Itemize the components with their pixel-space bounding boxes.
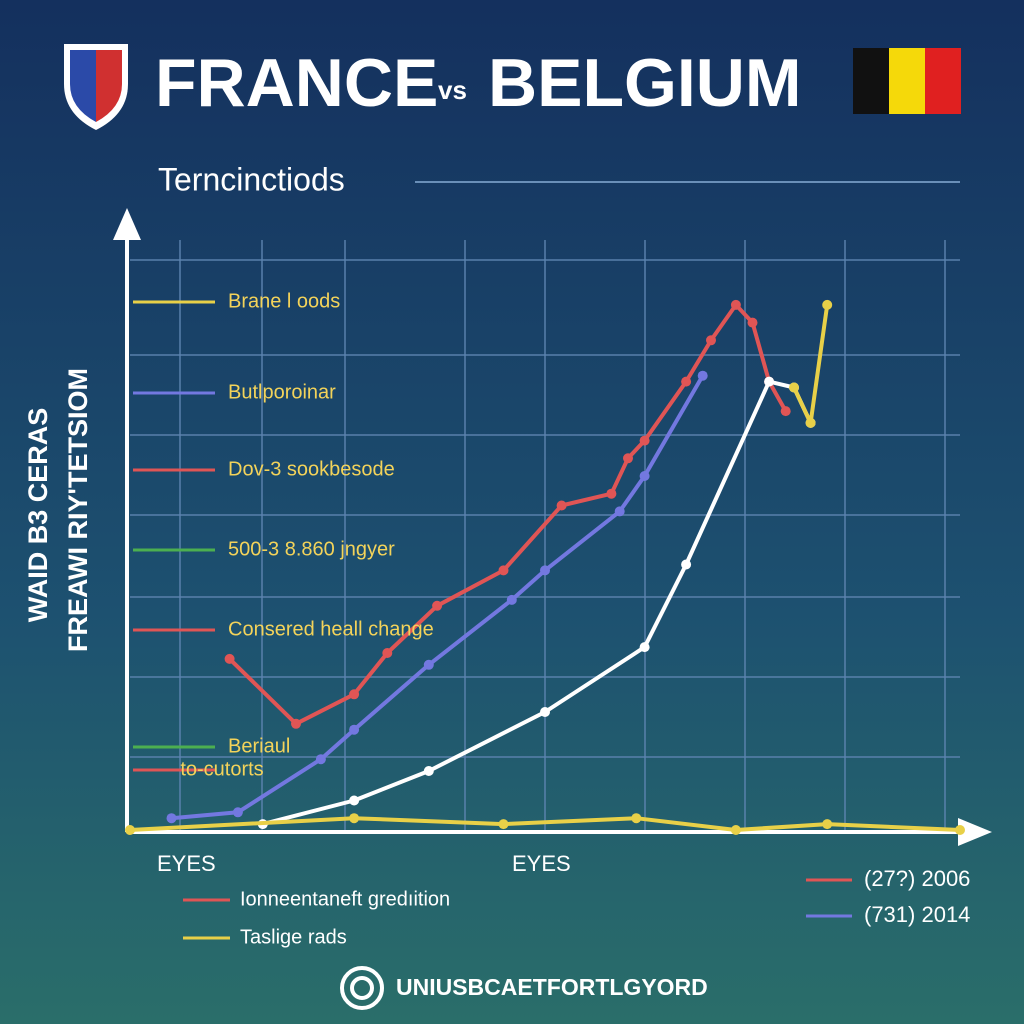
logo: [64, 44, 128, 130]
legend-label: Taslige rads: [240, 926, 347, 948]
data-point: [315, 754, 326, 765]
data-point: [639, 642, 650, 653]
data-point: [822, 299, 833, 310]
data-point: [822, 819, 833, 830]
data-point: [681, 559, 692, 570]
data-point: [805, 417, 816, 428]
data-point: [631, 813, 642, 824]
title-left: FRANCE: [155, 45, 438, 121]
data-point: [232, 807, 243, 818]
data-point: [125, 825, 135, 835]
x-label: EYES: [512, 851, 571, 876]
data-point: [955, 825, 965, 835]
legend-label: Ionneentaneft gredıition: [240, 888, 450, 910]
x-label: EYES: [157, 851, 216, 876]
subtitle: Terncinctiods: [158, 161, 345, 197]
data-point: [780, 406, 791, 417]
data-point: [224, 653, 235, 664]
data-point: [681, 376, 692, 387]
data-point: [706, 335, 716, 346]
footer: UNIUSBCAETFORTLGYORD: [396, 974, 708, 1000]
data-point: [423, 766, 434, 776]
data-point: [789, 382, 799, 393]
data-point: [291, 718, 301, 729]
data-point: [556, 500, 567, 511]
data-point: [623, 453, 633, 464]
annotation: Brane l oods: [228, 290, 340, 312]
data-point: [747, 317, 758, 328]
annotation: Beriaul: [228, 735, 290, 757]
y-label: WAID B3 CERAS: [23, 408, 53, 623]
annotation: Dov-3 sookbesode: [228, 458, 395, 480]
y-axis-arrow: [113, 208, 141, 240]
legend-label: (731) 2014: [864, 902, 970, 927]
data-point: [349, 795, 360, 806]
data-point: [349, 813, 360, 824]
annotation: 500-3 8.860 jngyer: [228, 538, 395, 560]
belgium-flag: [853, 48, 961, 114]
data-point: [540, 565, 550, 576]
data-point: [432, 600, 443, 611]
data-point: [639, 435, 650, 446]
data-point: [614, 506, 625, 517]
data-point: [498, 819, 509, 830]
legend-label: (27?) 2006: [864, 866, 970, 891]
x-axis-arrow: [958, 818, 992, 846]
title-vs: vs: [438, 75, 467, 105]
title-right: BELGIUM: [488, 45, 802, 121]
data-point: [498, 565, 509, 576]
data-point: [540, 707, 550, 717]
data-point: [764, 376, 775, 387]
data-point: [166, 813, 177, 824]
data-point: [349, 724, 360, 735]
data-point: [639, 471, 650, 481]
annotation: Butlporoinar: [228, 381, 336, 403]
grid: [130, 240, 960, 830]
data-point: [506, 594, 517, 605]
data-point: [382, 648, 393, 658]
annotation: Consered heall change: [228, 618, 434, 640]
footer-logo: [340, 966, 384, 1010]
data-point: [697, 370, 708, 381]
data-point: [606, 488, 617, 499]
data-point: [423, 659, 434, 670]
data-point: [349, 689, 360, 700]
y-label: FREAWI RIY'TETSIOM: [63, 368, 93, 652]
series-line: [228, 302, 788, 726]
data-point: [730, 299, 741, 310]
data-point: [730, 825, 741, 835]
annotation: to-cutorts: [180, 758, 263, 780]
series-line: [171, 374, 705, 821]
